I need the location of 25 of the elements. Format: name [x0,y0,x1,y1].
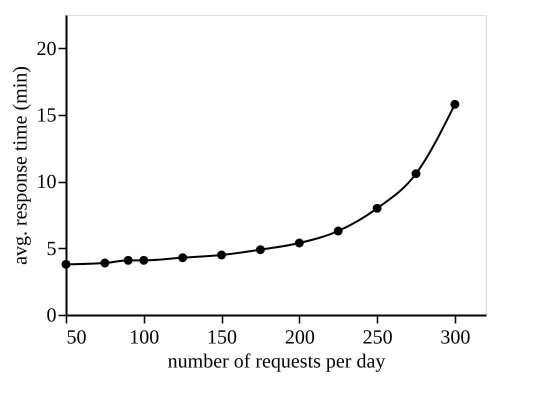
point [178,253,188,262]
point [62,260,70,269]
point [217,250,226,260]
x-tick-label: 50 [66,326,86,348]
point [100,258,110,268]
y-tick-label: 15 [36,104,56,126]
y-axis-title: avg. response time (min) [10,66,32,265]
point [450,100,460,109]
y-tick-label: 0 [46,304,56,326]
y-tick-label: 20 [36,38,56,60]
y-tick-label: 5 [46,238,56,260]
point [294,238,304,248]
point [372,204,382,213]
x-tick-label: 300 [440,326,470,348]
x-tick-label: 200 [284,326,315,348]
y-tick-label: 10 [36,171,56,194]
x-tick-label: 250 [362,326,393,348]
x-tick-label: 150 [207,326,238,348]
x-tick-label: 100 [129,326,160,348]
point [334,226,343,236]
x-axis-title: number of requests per day [168,350,386,372]
point [139,256,148,265]
point [256,245,265,254]
point [124,256,133,265]
point [412,169,420,178]
